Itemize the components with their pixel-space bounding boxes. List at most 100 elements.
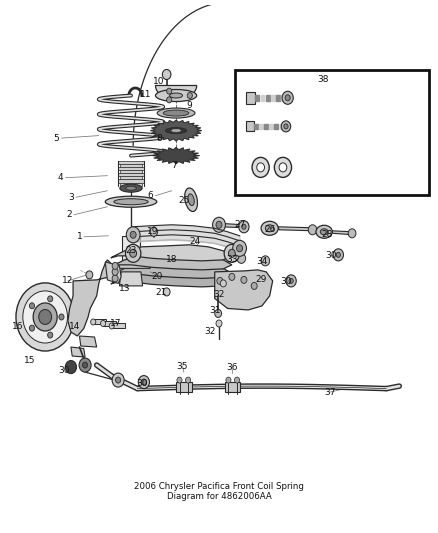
Circle shape (226, 377, 231, 383)
Polygon shape (118, 173, 144, 176)
Polygon shape (274, 124, 278, 129)
Ellipse shape (157, 108, 195, 118)
Circle shape (241, 277, 247, 284)
Polygon shape (246, 92, 255, 104)
Text: 38: 38 (317, 75, 328, 84)
Polygon shape (150, 120, 202, 141)
Polygon shape (271, 95, 275, 101)
Circle shape (29, 325, 35, 331)
Text: 30: 30 (326, 252, 337, 260)
Polygon shape (120, 164, 142, 167)
Circle shape (279, 163, 287, 172)
Ellipse shape (120, 184, 142, 192)
Circle shape (79, 358, 91, 372)
Polygon shape (264, 124, 268, 129)
Ellipse shape (114, 199, 148, 205)
Circle shape (65, 360, 77, 374)
Circle shape (187, 93, 192, 99)
Text: 25: 25 (178, 196, 190, 205)
Ellipse shape (105, 196, 157, 207)
Text: 30: 30 (136, 379, 148, 388)
Circle shape (216, 221, 222, 228)
Ellipse shape (155, 90, 197, 101)
Text: 2006 Chrysler Pacifica Front Coil Spring
Diagram for 4862006AA: 2006 Chrysler Pacifica Front Coil Spring… (134, 482, 304, 502)
Polygon shape (93, 319, 106, 325)
Polygon shape (279, 124, 283, 129)
Text: 3: 3 (68, 193, 74, 201)
Text: 24: 24 (190, 237, 201, 246)
Text: 18: 18 (166, 255, 177, 264)
Text: 10: 10 (153, 77, 165, 86)
Polygon shape (71, 347, 85, 357)
Text: 6: 6 (148, 191, 153, 200)
Polygon shape (123, 236, 140, 261)
Polygon shape (269, 124, 273, 129)
Circle shape (237, 253, 246, 263)
Circle shape (166, 97, 172, 103)
Text: 12: 12 (62, 277, 74, 285)
Text: 14: 14 (69, 322, 80, 332)
Circle shape (284, 124, 288, 129)
Text: 27: 27 (234, 220, 245, 229)
Circle shape (16, 283, 74, 351)
Text: 32: 32 (213, 290, 225, 300)
Circle shape (333, 249, 343, 261)
Polygon shape (120, 272, 143, 286)
Text: 8: 8 (156, 134, 162, 143)
Circle shape (336, 252, 340, 257)
Text: 17: 17 (110, 319, 122, 328)
Circle shape (166, 88, 172, 94)
Polygon shape (118, 180, 144, 183)
Ellipse shape (170, 93, 183, 98)
Polygon shape (278, 227, 314, 231)
Text: 29: 29 (255, 276, 267, 285)
Circle shape (308, 225, 317, 235)
Circle shape (220, 280, 226, 287)
Circle shape (186, 377, 191, 383)
Polygon shape (111, 254, 232, 270)
Circle shape (138, 376, 149, 389)
Circle shape (112, 373, 124, 387)
FancyBboxPatch shape (235, 70, 429, 195)
Polygon shape (266, 95, 270, 101)
Text: 36: 36 (226, 362, 238, 372)
Ellipse shape (185, 188, 198, 212)
Text: 35: 35 (177, 361, 188, 370)
Polygon shape (276, 95, 280, 101)
Circle shape (242, 224, 246, 229)
Text: 4: 4 (57, 173, 63, 182)
Ellipse shape (126, 186, 136, 190)
Text: 31: 31 (209, 306, 220, 316)
Circle shape (285, 95, 290, 101)
Ellipse shape (172, 130, 180, 132)
Polygon shape (79, 336, 97, 347)
Text: 30: 30 (280, 277, 291, 286)
Circle shape (91, 319, 96, 325)
Circle shape (59, 314, 64, 320)
Circle shape (112, 269, 118, 276)
Polygon shape (111, 245, 232, 261)
Circle shape (217, 277, 223, 285)
Circle shape (116, 377, 121, 383)
Circle shape (33, 303, 57, 331)
Text: 37: 37 (324, 387, 336, 397)
Polygon shape (152, 147, 200, 164)
Polygon shape (120, 176, 142, 180)
Circle shape (252, 157, 269, 177)
Circle shape (126, 227, 140, 243)
Ellipse shape (188, 194, 194, 206)
Circle shape (141, 379, 146, 385)
Text: 7: 7 (171, 161, 177, 170)
Circle shape (212, 217, 226, 232)
Circle shape (82, 362, 88, 368)
Ellipse shape (265, 225, 274, 232)
Circle shape (109, 323, 114, 329)
Text: 9: 9 (186, 101, 192, 110)
Polygon shape (176, 382, 191, 392)
Polygon shape (112, 263, 150, 269)
Text: 26: 26 (265, 225, 276, 235)
Circle shape (29, 303, 35, 309)
Circle shape (234, 377, 240, 383)
Circle shape (261, 256, 270, 266)
Text: 21: 21 (155, 288, 167, 297)
